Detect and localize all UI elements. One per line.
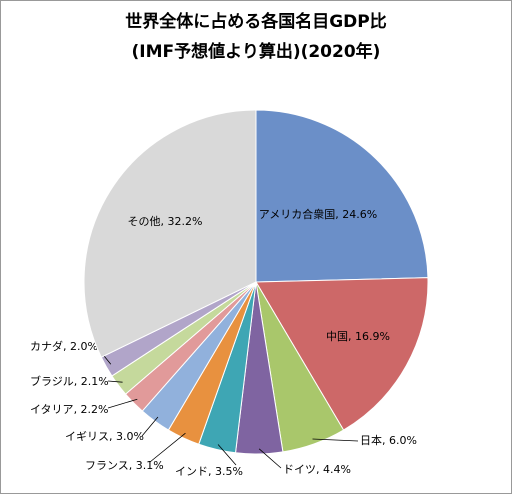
value-label: , 4.4%	[316, 463, 351, 476]
category-label: 中国	[326, 330, 348, 343]
category-label: ドイツ	[283, 463, 316, 476]
data-label: イタリア, 2.2%	[30, 403, 109, 416]
data-label: アメリカ合衆国, 24.6%	[259, 207, 377, 221]
pie-slice	[255, 109, 429, 283]
category-label: 日本	[360, 433, 382, 447]
data-label: フランス, 3.1%	[85, 459, 164, 472]
value-label: , 2.2%	[74, 403, 109, 416]
value-label: , 6.0%	[382, 434, 417, 447]
pie-slice	[255, 277, 429, 431]
category-label: その他	[128, 215, 161, 228]
value-label: , 3.1%	[129, 459, 164, 472]
leader-line	[312, 438, 359, 442]
chart-title: 世界全体に占める各国名目GDP比	[125, 11, 387, 32]
data-label: 日本, 6.0%	[360, 433, 417, 447]
data-label: カナダ, 2.0%	[30, 339, 98, 353]
data-label: その他, 32.2%	[128, 215, 203, 228]
value-label: , 2.0%	[63, 340, 98, 353]
leader-line	[107, 398, 138, 409]
category-label: イギリス	[65, 430, 109, 443]
chart-subtitle: (IMF予想値より算出)(2020年)	[132, 41, 381, 62]
category-label: イタリア	[30, 403, 74, 416]
leader-line	[141, 416, 159, 437]
category-label: ブラジル	[30, 374, 74, 388]
category-label: アメリカ合衆国	[259, 207, 335, 221]
data-label: インド, 3.5%	[175, 465, 243, 478]
value-label: , 3.5%	[208, 465, 243, 478]
leader-line	[149, 432, 186, 463]
leader-line	[258, 448, 282, 469]
value-label: , 3.0%	[109, 430, 144, 443]
value-label: , 24.6%	[335, 208, 377, 221]
data-label: 中国, 16.9%	[326, 330, 390, 343]
leader-line	[217, 444, 237, 466]
value-label: , 32.2%	[161, 215, 203, 228]
category-label: カナダ	[30, 339, 63, 353]
category-label: インド	[175, 465, 208, 478]
data-label: イギリス, 3.0%	[65, 430, 144, 443]
data-label: ブラジル, 2.1%	[30, 374, 109, 388]
category-label: フランス	[85, 459, 129, 472]
pie-slice	[83, 109, 257, 358]
data-label: ドイツ, 4.4%	[283, 463, 351, 476]
leader-line	[107, 380, 123, 383]
value-label: , 16.9%	[348, 330, 390, 343]
value-label: , 2.1%	[74, 375, 109, 388]
